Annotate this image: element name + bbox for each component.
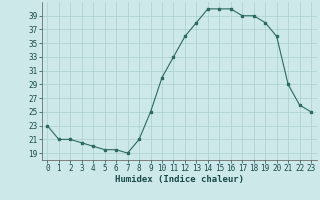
X-axis label: Humidex (Indice chaleur): Humidex (Indice chaleur) [115,175,244,184]
